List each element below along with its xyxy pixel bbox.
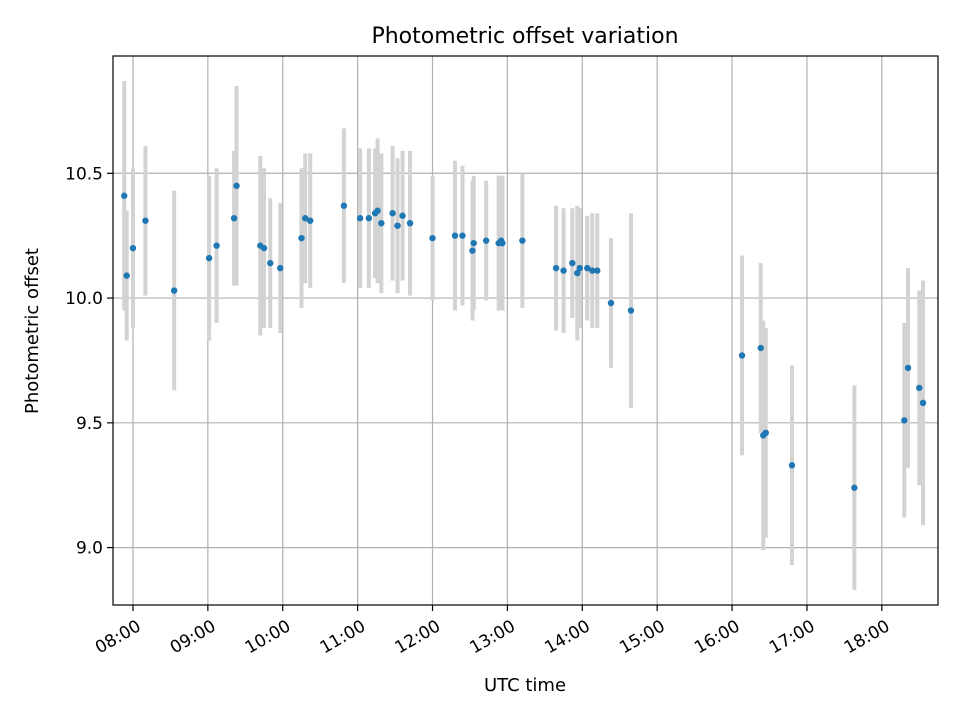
x-tick-label: 15:00 (616, 616, 668, 658)
y-axis-label: Photometric offset (22, 248, 43, 414)
data-point (576, 264, 583, 272)
data-point (627, 307, 635, 314)
data-point (356, 215, 364, 222)
x-tick-label: 08:00 (92, 616, 144, 658)
chart-title: Photometric offset variation (371, 24, 678, 49)
data-point (459, 232, 466, 239)
data-point (738, 352, 746, 359)
data-point (589, 267, 596, 274)
data-point (378, 219, 385, 227)
axis-ticks: 08:00 09:00 10:00 11:00 12:00 13:00 14:00 15:00… (65, 164, 893, 658)
data-point (469, 247, 476, 254)
data-point (569, 259, 576, 267)
data-point (470, 239, 477, 247)
data-point (389, 210, 396, 217)
x-tick-label: 17:00 (766, 616, 818, 658)
data-point (757, 344, 764, 352)
data-points (121, 182, 927, 491)
data-point (607, 299, 615, 307)
data-point (123, 272, 130, 279)
x-tick-label: 12:00 (392, 616, 444, 658)
data-point (851, 484, 858, 491)
grid-lines (113, 56, 938, 605)
data-point (594, 267, 601, 274)
data-point (230, 215, 238, 222)
data-point (302, 215, 309, 222)
data-point (904, 364, 912, 372)
x-tick-label: 16:00 (691, 616, 743, 658)
data-point (298, 234, 305, 242)
x-tick-label: 11:00 (317, 616, 369, 658)
data-point (552, 264, 560, 272)
data-point (277, 264, 284, 272)
x-tick-label: 14:00 (541, 616, 593, 658)
data-point (233, 182, 240, 189)
data-point (584, 264, 591, 272)
y-tick-label: 9.0 (76, 539, 103, 559)
data-point (429, 234, 436, 242)
data-point (482, 237, 490, 244)
data-point (267, 259, 274, 267)
plot-frame (112, 55, 939, 606)
data-point (394, 222, 401, 229)
data-point (919, 399, 927, 407)
data-point (129, 244, 137, 252)
y-tick-label: 9.5 (76, 414, 103, 434)
x-tick-label: 18:00 (841, 616, 893, 658)
data-point (374, 207, 381, 214)
data-point (499, 239, 506, 247)
y-tick-label: 10.0 (65, 289, 103, 309)
data-point (205, 254, 213, 262)
data-point (260, 244, 268, 252)
data-point (788, 462, 796, 469)
data-point (574, 269, 581, 277)
x-tick-label: 09:00 (167, 616, 219, 658)
data-point (121, 192, 128, 199)
data-point (519, 237, 526, 244)
error-bars (122, 80, 926, 591)
data-point (142, 217, 149, 224)
data-point (901, 417, 908, 424)
data-point (406, 219, 414, 227)
data-point (399, 212, 406, 219)
data-point (451, 232, 459, 239)
data-point (762, 429, 769, 437)
x-axis-label: UTC time (484, 675, 566, 696)
data-point (340, 202, 348, 209)
data-point (170, 287, 178, 294)
data-point (916, 384, 923, 392)
y-tick-label: 10.5 (65, 164, 103, 184)
x-tick-label: 10:00 (242, 616, 294, 658)
data-point (307, 217, 314, 224)
data-point (560, 267, 567, 274)
data-point (213, 242, 220, 249)
x-tick-label: 13:00 (466, 616, 518, 658)
data-point (365, 215, 373, 222)
